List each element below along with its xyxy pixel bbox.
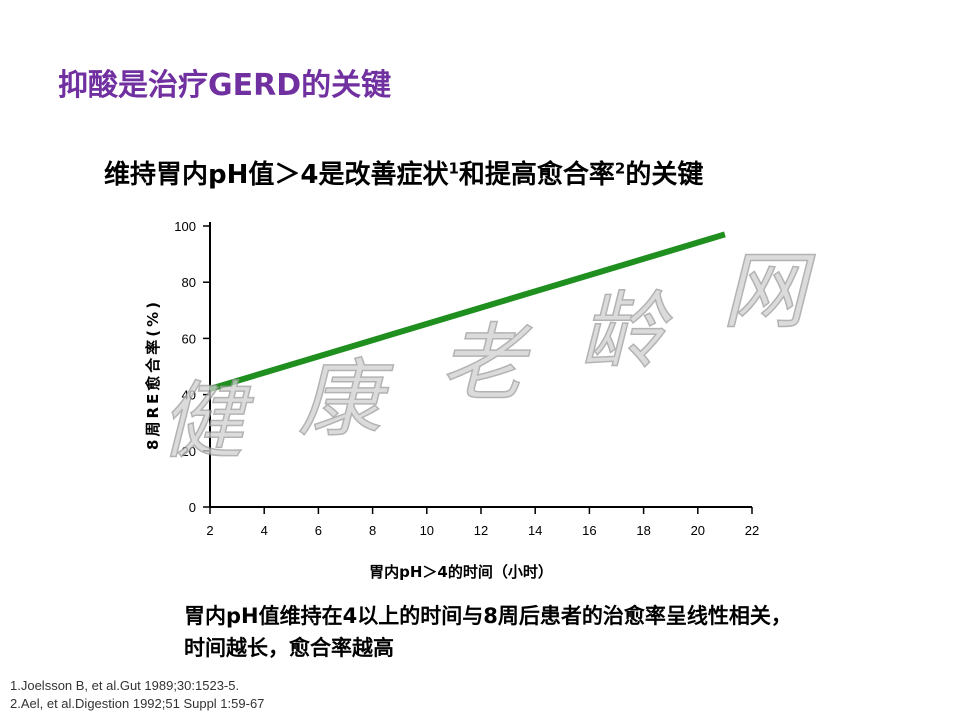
y-tick-label: 80	[182, 275, 196, 290]
y-tick-label: 100	[174, 219, 196, 234]
subtitle-part-2: 和提高愈合率	[458, 160, 615, 190]
x-axis-title: 胃内pH＞4的时间（小时）	[369, 563, 553, 581]
x-tick-label: 20	[691, 523, 705, 538]
references: 1.Joelsson B, et al.Gut 1989;30:1523-5. …	[10, 677, 264, 713]
x-tick-label: 14	[528, 523, 542, 538]
footnote-marker-2: 2	[614, 159, 626, 178]
conclusion-text: 胃内pH值维持在4以上的时间与8周后患者的治愈率呈线性相关， 时间越长，愈合率越高	[184, 600, 792, 664]
watermark: 健康老龄网	[159, 241, 817, 471]
watermark-char: 健	[160, 372, 254, 470]
healing-rate-series-line	[209, 231, 726, 392]
subtitle-part-1: 维持胃内pH值＞4是改善症状	[104, 160, 449, 190]
chart-subtitle: 维持胃内pH值＞4是改善症状1和提高愈合率2的关键	[104, 154, 703, 191]
x-tick-label: 18	[636, 523, 650, 538]
x-tick-label: 8	[369, 523, 376, 538]
chart-axes: 0 20 40 60 80 100 2 4 6 8 10 12 14 16 18 20 22	[174, 219, 759, 538]
y-tick-label: 60	[182, 331, 196, 346]
y-tick-label: 0	[189, 500, 196, 515]
conclusion-line-2: 时间越长，愈合率越高	[184, 636, 394, 660]
y-tick-label: 20	[182, 444, 196, 459]
watermark-char: 龄	[580, 282, 673, 380]
x-tick-label: 2	[206, 523, 213, 538]
reference-1: 1.Joelsson B, et al.Gut 1989;30:1523-5.	[10, 678, 240, 693]
watermark-char: 康	[298, 350, 394, 448]
x-tick-label: 10	[420, 523, 434, 538]
chart-series	[209, 231, 726, 392]
watermark-char: 老	[440, 314, 533, 412]
y-axis-title: 8周RE愈合率(%)	[144, 299, 162, 450]
watermark-char: 网	[722, 242, 816, 340]
footnote-marker-1: 1	[448, 159, 459, 178]
x-tick-label: 12	[474, 523, 488, 538]
conclusion-line-1: 胃内pH值维持在4以上的时间与8周后患者的治愈率呈线性相关，	[184, 604, 792, 628]
reference-2: 2.Ael, et al.Digestion 1992;51 Suppl 1:5…	[10, 696, 265, 711]
x-tick-label: 16	[582, 523, 596, 538]
subtitle-part-3: 的关键	[625, 160, 704, 190]
x-tick-label: 6	[315, 523, 322, 538]
x-tick-label: 22	[745, 523, 759, 538]
slide-title: 抑酸是治疗GERD的关键	[58, 68, 392, 103]
x-tick-label: 4	[261, 523, 268, 538]
y-tick-label: 40	[182, 388, 196, 403]
